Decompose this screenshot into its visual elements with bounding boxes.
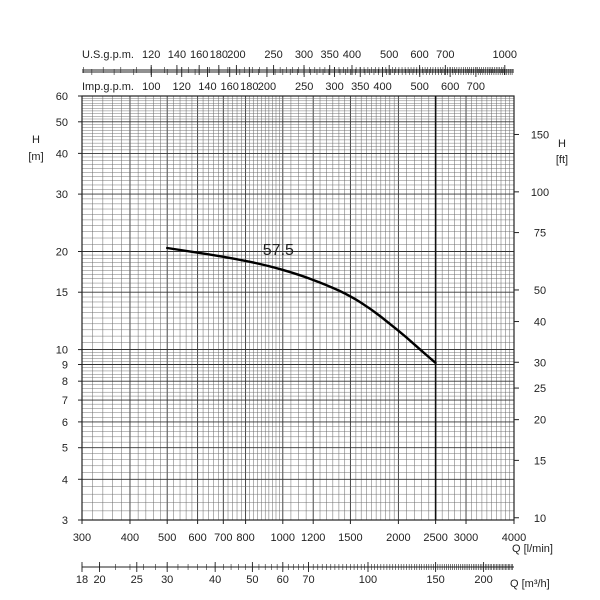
impgpm-tick-label: 300: [325, 81, 343, 93]
m3h-tick-label: 200: [474, 574, 492, 586]
y-axis-right-title: H: [558, 138, 566, 150]
x-tick-label: 800: [236, 532, 254, 544]
series-curve: [166, 246, 437, 365]
top-axis-impgpm-title: Imp.g.p.m.: [82, 81, 134, 93]
y-right-tick-label: 30: [534, 357, 546, 369]
m3h-tick-label: 50: [246, 574, 258, 586]
impgpm-tick-label: 400: [373, 81, 391, 93]
impgpm-tick-label: 160: [221, 81, 239, 93]
y-tick-label: 7: [62, 395, 68, 407]
usgpm-tick-label: 120: [142, 49, 160, 61]
top-axis-usgpm-title: U.S.g.p.m.: [82, 49, 134, 61]
m3h-tick-label: 30: [161, 574, 173, 586]
y-axis-left-unit: [m]: [28, 151, 43, 163]
m3h-tick-label: 18: [76, 574, 88, 586]
y-tick-label: 3: [62, 515, 68, 527]
x-tick-label: 600: [188, 532, 206, 544]
usgpm-tick-label: 160: [190, 49, 208, 61]
usgpm-tick-label: 700: [436, 49, 454, 61]
y-tick-label: 60: [56, 91, 68, 103]
m3h-tick-label: 20: [93, 574, 105, 586]
x-tick-label: 4000: [502, 532, 526, 544]
x-tick-label: 2500: [423, 532, 447, 544]
y-axis-right-unit: [ft]: [556, 154, 568, 166]
impgpm-tick-label: 100: [142, 81, 160, 93]
impgpm-tick-label: 200: [258, 81, 276, 93]
y-tick-label: 40: [56, 148, 68, 160]
x-tick-label: 300: [73, 532, 91, 544]
plot-frame: [81, 95, 515, 521]
x-tick-label: 1000: [271, 532, 295, 544]
impgpm-tick-label: 500: [411, 81, 429, 93]
m3h-tick-label: 60: [277, 574, 289, 586]
y-right-tick-label: 150: [531, 129, 549, 141]
x-tick-label: 1500: [338, 532, 362, 544]
usgpm-tick-label: 500: [380, 49, 398, 61]
y-right-tick-label: 20: [534, 415, 546, 427]
m3h-tick-label: 40: [209, 574, 221, 586]
y-tick-label: 30: [56, 189, 68, 201]
m3h-tick-label: 70: [302, 574, 314, 586]
usgpm-tick-label: 300: [295, 49, 313, 61]
x-tick-label: 400: [121, 532, 139, 544]
usgpm-tick-label: 600: [410, 49, 428, 61]
y-right-tick-label: 25: [534, 383, 546, 395]
y-right-tick-label: 50: [534, 285, 546, 297]
y-tick-label: 8: [62, 376, 68, 388]
x-tick-label: 700: [214, 532, 232, 544]
usgpm-tick-label: 180: [210, 49, 228, 61]
usgpm-tick-label: 1000: [493, 49, 517, 61]
x-axis-m3h-title: Q [m³/h]: [510, 578, 550, 590]
y-right-tick-label: 100: [531, 187, 549, 199]
y-tick-label: 6: [62, 417, 68, 429]
chart-grid: [82, 96, 514, 520]
y-tick-label: 20: [56, 246, 68, 258]
y-right-tick-label: 75: [534, 228, 546, 240]
usgpm-tick-label: 140: [168, 49, 186, 61]
y-axis-left-title: H: [32, 134, 40, 146]
impgpm-tick-label: 700: [467, 81, 485, 93]
y-tick-label: 9: [62, 360, 68, 372]
x-tick-label: 1200: [301, 532, 325, 544]
y-right-tick-label: 15: [534, 455, 546, 467]
usgpm-tick-label: 250: [264, 49, 282, 61]
x-tick-label: 500: [158, 532, 176, 544]
usgpm-tick-label: 200: [227, 49, 245, 61]
y-tick-label: 50: [56, 117, 68, 129]
usgpm-tick-label: 350: [321, 49, 339, 61]
series-label: 57.5: [263, 242, 294, 259]
y-right-tick-label: 40: [534, 317, 546, 329]
m3h-tick-label: 150: [426, 574, 444, 586]
impgpm-tick-label: 120: [173, 81, 191, 93]
chart-axes: 3 4 5 6 7 8 9 10 15 20 30 40 50 60 10 15 20 25 30 40 50 75 100…: [56, 49, 549, 586]
impgpm-tick-label: 600: [441, 81, 459, 93]
impgpm-tick-label: 350: [351, 81, 369, 93]
chart-series: 57.5: [166, 96, 437, 520]
y-tick-label: 5: [62, 443, 68, 455]
x-tick-label: 3000: [454, 532, 478, 544]
usgpm-tick-label: 400: [343, 49, 361, 61]
y-tick-label: 4: [62, 474, 68, 486]
impgpm-tick-label: 250: [295, 81, 313, 93]
x-axis-title: Q [l/min]: [512, 543, 553, 555]
m3h-tick-label: 100: [359, 574, 377, 586]
impgpm-tick-label: 180: [240, 81, 258, 93]
x-tick-label: 2000: [386, 532, 410, 544]
m3h-tick-label: 25: [131, 574, 143, 586]
impgpm-tick-label: 140: [198, 81, 216, 93]
y-right-tick-label: 10: [534, 513, 546, 525]
y-tick-label: 15: [56, 287, 68, 299]
y-tick-label: 10: [56, 345, 68, 357]
